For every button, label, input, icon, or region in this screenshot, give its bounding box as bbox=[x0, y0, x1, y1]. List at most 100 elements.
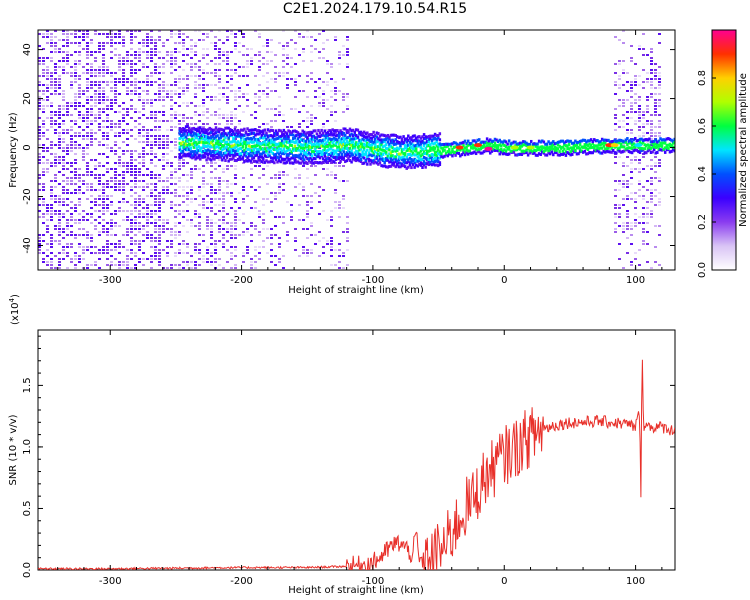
heatmap-cell bbox=[388, 164, 391, 168]
heatmap-cell bbox=[225, 154, 229, 158]
heatmap-cell bbox=[490, 149, 494, 153]
heatmap-cell bbox=[630, 192, 633, 194]
heatmap-cell bbox=[288, 161, 292, 165]
heatmap-cell bbox=[146, 84, 149, 86]
heatmap-cell bbox=[102, 132, 105, 134]
heatmap-cell bbox=[342, 165, 345, 167]
heatmap-cell bbox=[238, 207, 241, 209]
heatmap-cell bbox=[658, 123, 661, 125]
heatmap-cell bbox=[270, 261, 273, 263]
heatmap-cell bbox=[243, 127, 246, 131]
heatmap-cell bbox=[418, 151, 421, 155]
heatmap-cell bbox=[242, 201, 245, 203]
heatmap-cell bbox=[158, 138, 161, 140]
heatmap-cell bbox=[243, 159, 246, 163]
heatmap-cell bbox=[86, 102, 89, 104]
heatmap-cell bbox=[342, 93, 345, 95]
heatmap-cell bbox=[154, 45, 157, 47]
heatmap-cell bbox=[263, 160, 267, 164]
heatmap-cell bbox=[54, 45, 57, 47]
heatmap-cell bbox=[222, 156, 226, 160]
heatmap-cell bbox=[228, 157, 232, 161]
heatmap-cell bbox=[166, 90, 169, 92]
heatmap-cell bbox=[388, 148, 391, 152]
heatmap-cell bbox=[218, 48, 221, 50]
heatmap-cell bbox=[66, 246, 69, 248]
heatmap-cell bbox=[654, 171, 657, 173]
heatmap-cell bbox=[642, 168, 645, 170]
heatmap-cell bbox=[578, 147, 582, 151]
heatmap-cell bbox=[286, 234, 289, 236]
heatmap-cell bbox=[424, 137, 427, 141]
heatmap-cell bbox=[162, 180, 165, 182]
heatmap-cell bbox=[378, 154, 382, 158]
heatmap-cell bbox=[50, 111, 53, 113]
heatmap-cell bbox=[206, 128, 210, 132]
heatmap-cell bbox=[627, 139, 631, 143]
heatmap-cell bbox=[334, 134, 338, 138]
heatmap-cell bbox=[110, 168, 113, 170]
heatmap-cell bbox=[471, 151, 475, 155]
heatmap-cell bbox=[515, 148, 519, 152]
heatmap-cell bbox=[226, 213, 229, 215]
heatmap-cell bbox=[158, 84, 161, 86]
heatmap-cell bbox=[150, 183, 153, 185]
heatmap-cell bbox=[619, 138, 623, 142]
heatmap-cell bbox=[622, 222, 625, 224]
heatmap-cell bbox=[58, 204, 61, 206]
heatmap-cell bbox=[70, 180, 73, 182]
heatmap-cell bbox=[178, 243, 181, 245]
heatmap-cell bbox=[106, 33, 109, 35]
heatmap-cell bbox=[178, 195, 181, 197]
heatmap-cell bbox=[410, 157, 413, 161]
heatmap-cell bbox=[221, 154, 224, 158]
heatmap-cell bbox=[194, 252, 197, 254]
heatmap-cell bbox=[340, 137, 344, 141]
heatmap-cell bbox=[399, 165, 402, 169]
heatmap-cell bbox=[238, 219, 241, 221]
heatmap-cell bbox=[314, 143, 317, 147]
heatmap-cell bbox=[254, 255, 257, 257]
heatmap-cell bbox=[46, 99, 49, 101]
heatmap-cell bbox=[162, 141, 165, 143]
heatmap-cell bbox=[150, 237, 153, 239]
heatmap-cell bbox=[150, 255, 153, 257]
heatmap-cell bbox=[277, 156, 281, 160]
heatmap-cell bbox=[394, 155, 397, 159]
heatmap-cell bbox=[118, 105, 121, 107]
heatmap-cell bbox=[255, 148, 259, 152]
heatmap-cell bbox=[78, 90, 81, 92]
heatmap-cell bbox=[405, 148, 408, 152]
heatmap-cell bbox=[330, 243, 333, 245]
heatmap-cell bbox=[210, 228, 213, 230]
heatmap-cell bbox=[614, 84, 617, 86]
heatmap-cell bbox=[150, 216, 153, 218]
heatmap-cell bbox=[269, 128, 273, 132]
heatmap-cell bbox=[110, 261, 113, 263]
heatmap-cell bbox=[218, 204, 221, 206]
heatmap-cell bbox=[221, 148, 224, 152]
heatmap-cell bbox=[511, 141, 514, 145]
heatmap-cell bbox=[182, 186, 185, 188]
heatmap-cell bbox=[498, 143, 501, 147]
heatmap-cell bbox=[174, 114, 177, 116]
heatmap-cell bbox=[559, 139, 563, 143]
heatmap-cell bbox=[203, 151, 207, 155]
heatmap-cell bbox=[214, 240, 217, 242]
heatmap-cell bbox=[146, 90, 149, 92]
heatmap-cell bbox=[114, 54, 117, 56]
heatmap-cell bbox=[227, 126, 230, 130]
heatmap-cell bbox=[630, 183, 633, 185]
heatmap-cell bbox=[658, 72, 661, 74]
heatmap-cell bbox=[130, 180, 133, 182]
heatmap-cell bbox=[70, 72, 73, 74]
heatmap-cell bbox=[166, 84, 169, 86]
heatmap-cell bbox=[150, 84, 153, 86]
heatmap-cell bbox=[182, 120, 185, 122]
heatmap-cell bbox=[252, 140, 256, 144]
heatmap-cell bbox=[197, 154, 200, 158]
heatmap-cell bbox=[150, 204, 153, 206]
heatmap-cell bbox=[304, 145, 308, 149]
heatmap-cell bbox=[158, 30, 161, 32]
